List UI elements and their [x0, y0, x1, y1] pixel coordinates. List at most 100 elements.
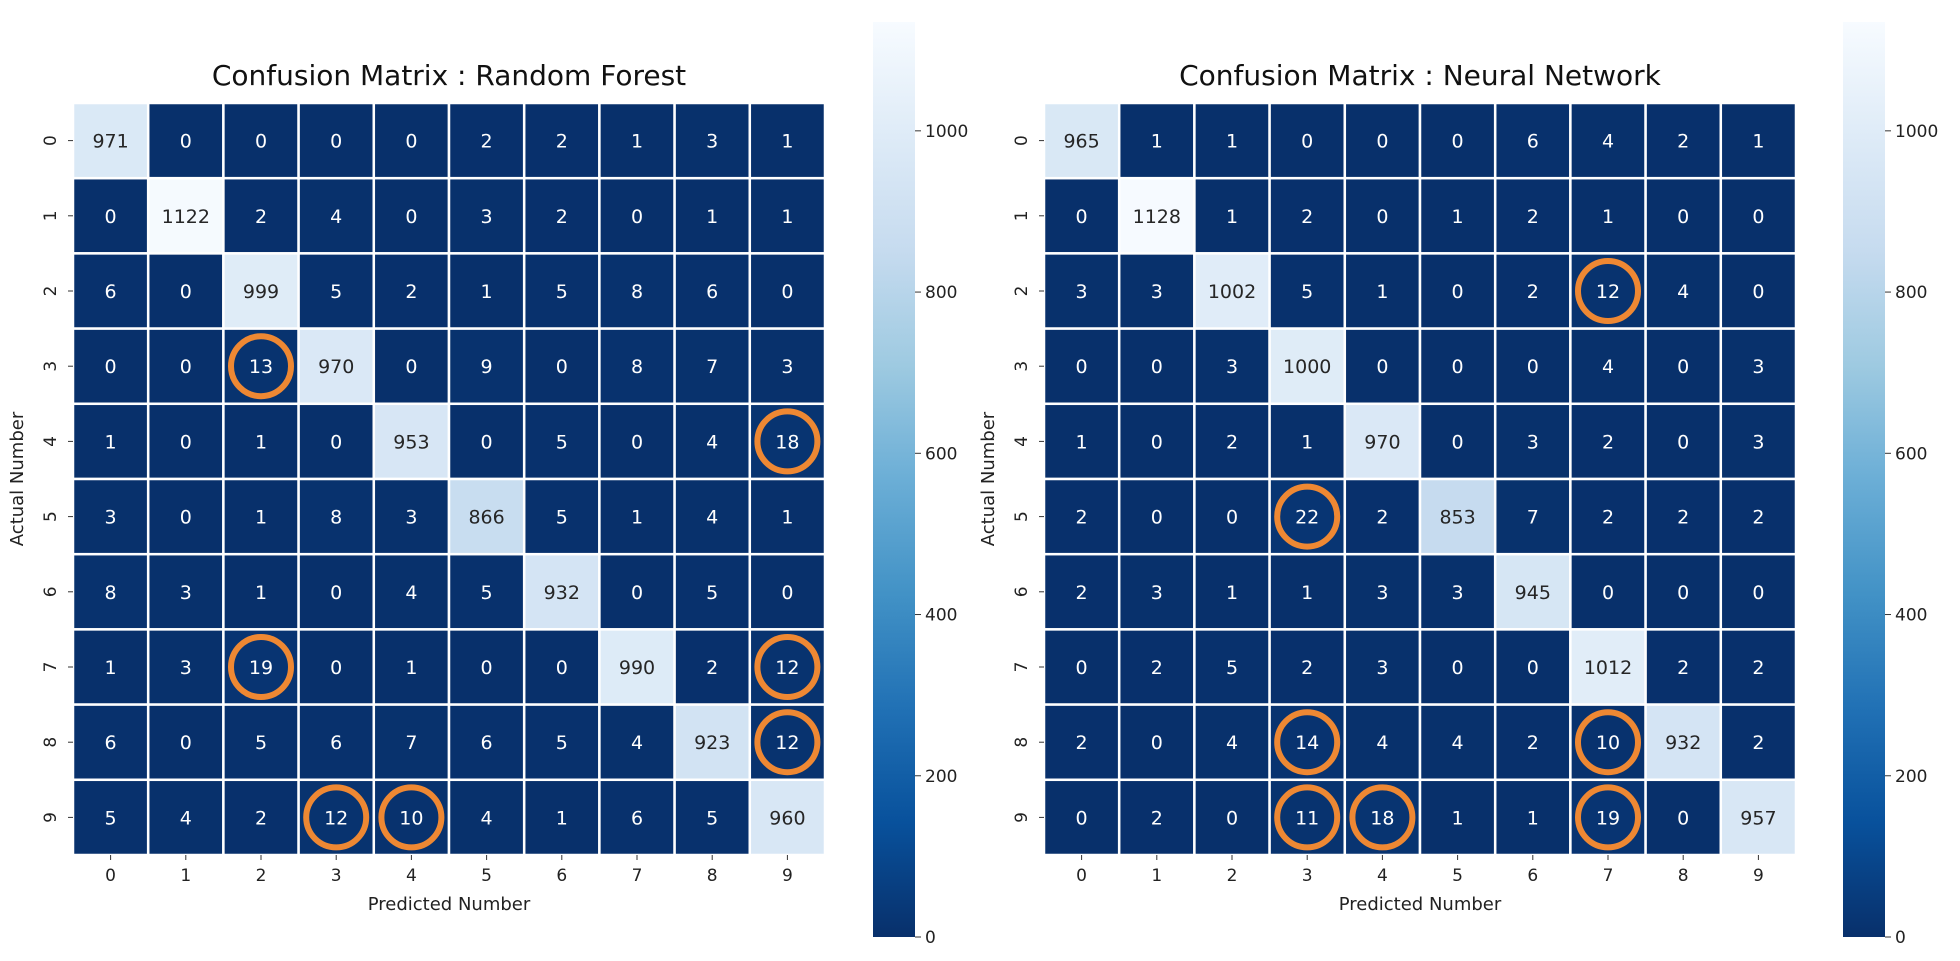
rf-cell-value-1-8: 1 — [706, 206, 718, 228]
rf-cell-9-7 — [598, 778, 676, 857]
rf-cell-9-8 — [673, 778, 752, 857]
rf-cell-value-3-6: 0 — [556, 356, 568, 378]
nn-y-tick-5: 5 — [1012, 511, 1032, 522]
nn-cell-7-8 — [1644, 628, 1723, 706]
nn-cell-value-3-8: 0 — [1677, 356, 1689, 378]
nn-cell-value-9-8: 0 — [1677, 807, 1689, 829]
nn-cell-value-8-7: 10 — [1596, 732, 1620, 754]
rf-cell-value-2-4: 2 — [405, 281, 417, 303]
rf-colorbar-tick-4: 800 — [925, 283, 957, 303]
rf-y-tick-4: 4 — [41, 436, 61, 447]
rf-cell-value-6-2: 1 — [255, 582, 267, 604]
nn-cell-value-7-3: 2 — [1301, 657, 1313, 679]
rf-cell-5-4 — [372, 477, 451, 556]
nn-cell-9-9 — [1719, 778, 1798, 857]
rf-highlight-circle-7-2 — [228, 634, 294, 700]
rf-highlight-circle-7-9 — [754, 634, 821, 700]
rf-cell-value-8-5: 6 — [481, 732, 493, 754]
rf-cell-value-9-5: 4 — [481, 807, 493, 829]
rf-cell-value-5-8: 4 — [706, 507, 718, 529]
nn-cell-value-1-6: 2 — [1527, 206, 1539, 228]
rf-cell-value-8-3: 6 — [330, 732, 342, 754]
nn-cell-0-4 — [1343, 101, 1422, 180]
rf-cell-8-1 — [146, 703, 225, 782]
nn-cell-value-7-4: 3 — [1376, 657, 1388, 679]
rf-cell-value-2-1: 0 — [180, 281, 192, 303]
rf-x-tick-8: 8 — [707, 866, 718, 886]
rf-cell-7-4 — [372, 628, 451, 706]
nn-cell-0-9 — [1719, 101, 1798, 180]
nn-cell-value-9-5: 1 — [1452, 807, 1464, 829]
nn-cell-value-3-1: 0 — [1151, 356, 1163, 378]
nn-cell-value-6-9: 0 — [1752, 582, 1764, 604]
nn-cell-value-9-3: 11 — [1295, 807, 1319, 829]
rf-cell-value-1-5: 3 — [481, 206, 493, 228]
rf-cell-value-4-7: 0 — [631, 431, 643, 453]
rf-cell-value-6-8: 5 — [706, 582, 718, 604]
nn-cell-value-0-2: 1 — [1226, 131, 1238, 153]
nn-y-tick-2: 2 — [1012, 286, 1032, 297]
nn-cell-3-5 — [1418, 327, 1497, 406]
nn-cell-value-4-9: 3 — [1752, 431, 1764, 453]
nn-cell-value-7-2: 5 — [1226, 657, 1238, 679]
nn-cell-value-0-6: 6 — [1527, 131, 1539, 153]
rf-cell-value-3-4: 0 — [405, 356, 417, 378]
rf-cell-value-7-5: 0 — [481, 657, 493, 679]
nn-y-tick-3: 3 — [1012, 361, 1032, 372]
nn-cell-value-4-6: 3 — [1527, 431, 1539, 453]
nn-x-tick-6: 6 — [1527, 866, 1538, 886]
rf-cell-1-8 — [673, 176, 752, 255]
nn-cell-6-2 — [1193, 552, 1271, 631]
rf-cell-value-7-0: 1 — [105, 657, 117, 679]
rf-x-tick-5: 5 — [481, 866, 492, 886]
rf-cell-9-9 — [748, 778, 827, 857]
nn-cell-value-4-0: 1 — [1076, 431, 1088, 453]
rf-cell-9-6 — [522, 778, 601, 857]
rf-colorbar-tick-2: 400 — [925, 606, 957, 626]
nn-cell-value-1-7: 1 — [1602, 206, 1614, 228]
nn-cell-value-8-9: 2 — [1752, 732, 1764, 754]
rf-cell-value-8-9: 12 — [775, 732, 799, 754]
rf-x-axis-label: Predicted Number — [368, 894, 531, 915]
nn-cell-5-3 — [1268, 477, 1347, 556]
nn-cell-4-1 — [1117, 402, 1196, 481]
rf-x-tick-9: 9 — [782, 866, 793, 886]
rf-cell-value-8-4: 7 — [405, 732, 417, 754]
nn-x-tick-4: 4 — [1377, 866, 1388, 886]
nn-chart-title: Confusion Matrix : Neural Network — [1179, 59, 1662, 92]
rf-y-tick-0: 0 — [41, 135, 61, 146]
rf-cell-value-7-7: 990 — [619, 657, 655, 679]
rf-cell-value-6-3: 0 — [330, 582, 342, 604]
nn-cell-3-9 — [1719, 327, 1798, 406]
rf-cell-value-6-9: 0 — [781, 582, 793, 604]
nn-cell-value-2-4: 1 — [1376, 281, 1388, 303]
rf-y-tick-8: 8 — [41, 737, 61, 748]
rf-cell-value-3-1: 0 — [180, 356, 192, 378]
rf-cell-2-1 — [146, 252, 225, 330]
rf-y-tick-6: 6 — [41, 586, 61, 597]
nn-cell-value-7-5: 0 — [1452, 657, 1464, 679]
rf-cell-2-9 — [748, 252, 827, 330]
nn-colorbar — [1843, 22, 1885, 937]
nn-cell-value-0-1: 1 — [1151, 131, 1163, 153]
rf-cell-value-0-2: 0 — [255, 131, 267, 153]
rf-highlight-circle-9-4 — [378, 784, 445, 851]
rf-cell-7-1 — [146, 628, 225, 706]
nn-y-tick-4: 4 — [1012, 436, 1032, 447]
rf-cell-value-0-3: 0 — [330, 131, 342, 153]
rf-y-tick-7: 7 — [41, 662, 61, 673]
nn-x-axis-label: Predicted Number — [1339, 894, 1502, 915]
nn-cell-value-6-8: 0 — [1677, 582, 1689, 604]
nn-cell-value-8-0: 2 — [1076, 732, 1088, 754]
rf-cell-value-1-1: 1122 — [162, 206, 210, 228]
rf-cell-value-9-4: 10 — [399, 807, 423, 829]
nn-cell-value-0-9: 1 — [1752, 131, 1764, 153]
nn-cell-value-6-5: 3 — [1452, 582, 1464, 604]
rf-cell-value-2-2: 999 — [243, 281, 279, 303]
rf-cell-2-8 — [673, 252, 752, 330]
nn-cell-value-3-5: 0 — [1452, 356, 1464, 378]
rf-cell-6-3 — [297, 552, 376, 631]
rf-cell-6-6 — [522, 552, 601, 631]
nn-cell-value-0-5: 0 — [1452, 131, 1464, 153]
